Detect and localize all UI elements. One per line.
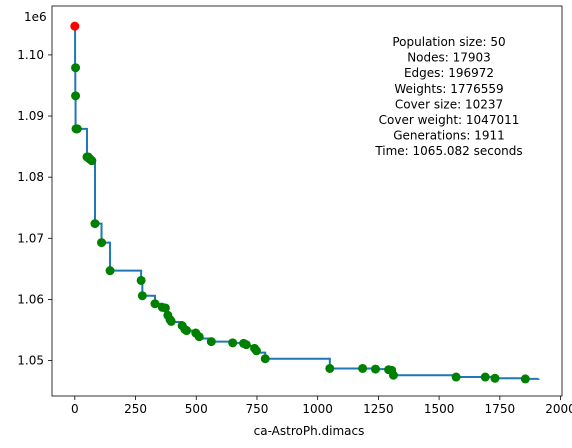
improvement-point bbox=[72, 124, 82, 134]
improvement-point bbox=[160, 303, 170, 313]
improvement-point bbox=[260, 354, 270, 364]
y-tick-label: 1.05 bbox=[17, 354, 44, 368]
improvement-point bbox=[480, 372, 490, 382]
x-tick-label: 750 bbox=[246, 402, 269, 416]
x-tick-label: 0 bbox=[71, 402, 79, 416]
improvement-point bbox=[325, 363, 335, 373]
improvement-point bbox=[206, 337, 216, 347]
improvement-point bbox=[194, 332, 204, 342]
annotation-line: Weights: 1776559 bbox=[394, 82, 503, 96]
improvement-point bbox=[228, 338, 238, 348]
y-tick-label: 1.09 bbox=[17, 109, 44, 123]
improvement-point bbox=[87, 156, 97, 166]
improvement-point bbox=[166, 316, 176, 326]
improvement-point bbox=[71, 63, 81, 73]
annotation-line: Generations: 1911 bbox=[393, 129, 505, 143]
improvement-point bbox=[182, 326, 192, 336]
improvement-point bbox=[241, 340, 251, 350]
improvement-point bbox=[388, 370, 398, 380]
y-tick-label: 1.07 bbox=[17, 231, 44, 245]
improvement-point bbox=[97, 238, 107, 248]
annotation-line: Cover weight: 1047011 bbox=[379, 113, 520, 127]
x-tick-label: 500 bbox=[185, 402, 208, 416]
y-tick-label: 1.08 bbox=[17, 170, 44, 184]
annotation-line: Population size: 50 bbox=[392, 35, 505, 49]
annotation-line: Edges: 196972 bbox=[404, 66, 494, 80]
y-tick-label: 1.10 bbox=[17, 48, 44, 62]
improvement-point bbox=[370, 364, 380, 374]
improvement-point bbox=[105, 266, 115, 276]
annotation-line: Cover size: 10237 bbox=[395, 97, 503, 111]
y-tick-label: 1.06 bbox=[17, 292, 44, 306]
improvement-point bbox=[490, 373, 500, 383]
improvement-point bbox=[137, 291, 147, 301]
x-axis-label: ca-AstroPh.dimacs bbox=[254, 424, 365, 438]
x-axis-ticks: 0 250 500 750 1000 1250 1500 1750 2000 bbox=[71, 396, 572, 416]
x-tick-label: 1500 bbox=[424, 402, 455, 416]
improvement-point bbox=[520, 374, 530, 384]
plot-area bbox=[70, 21, 540, 384]
x-tick-label: 1750 bbox=[485, 402, 516, 416]
improvement-point bbox=[90, 219, 100, 229]
improvement-point bbox=[358, 363, 368, 373]
improvement-point bbox=[150, 299, 160, 309]
improvement-point bbox=[251, 346, 261, 356]
x-tick-label: 250 bbox=[124, 402, 147, 416]
improvement-point bbox=[136, 275, 146, 285]
improvement-point bbox=[451, 372, 461, 382]
initial-point bbox=[70, 21, 80, 31]
improvement-point bbox=[71, 91, 81, 101]
annotation-line: Time: 1065.082 seconds bbox=[374, 144, 522, 158]
x-tick-label: 1250 bbox=[363, 402, 394, 416]
y-axis-offset-label: 1e6 bbox=[24, 10, 47, 24]
x-tick-label: 2000 bbox=[545, 402, 572, 416]
x-tick-label: 1000 bbox=[302, 402, 333, 416]
axes-frame bbox=[51, 5, 563, 397]
annotation-line: Nodes: 17903 bbox=[407, 51, 491, 65]
y-axis-ticks: 1.05 1.06 1.07 1.08 1.09 1.10 bbox=[17, 48, 52, 368]
